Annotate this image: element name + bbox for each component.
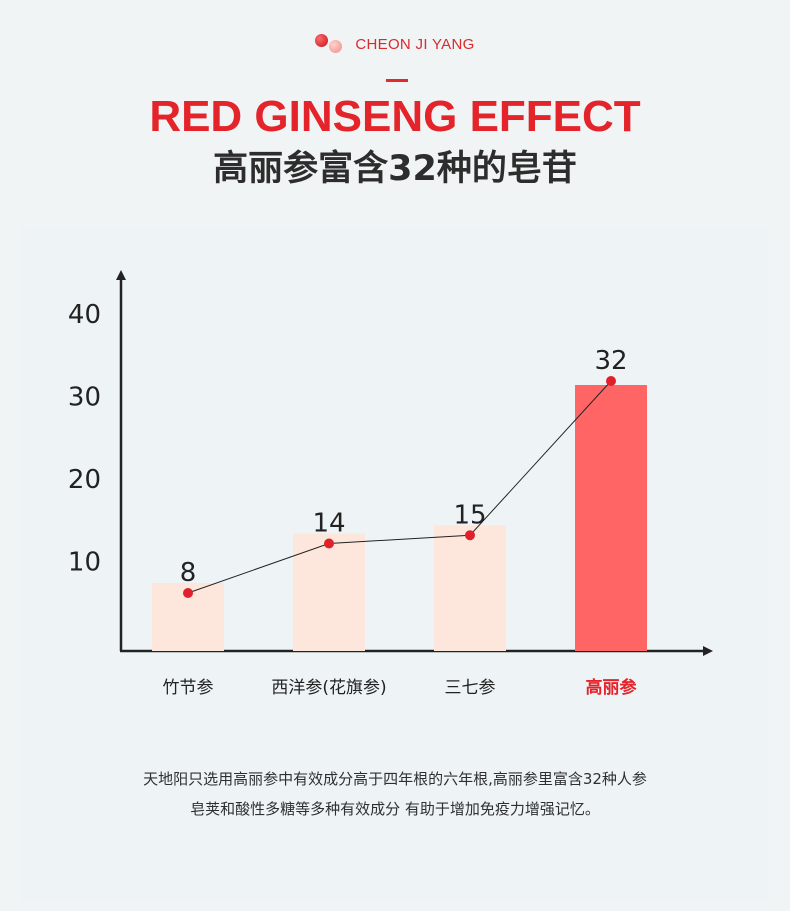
data-label: 15 xyxy=(453,500,486,530)
description-line-2: 皂荚和酸性多糖等多种有效成分 有助于增加免疫力增强记忆。 xyxy=(190,800,600,818)
data-point xyxy=(606,376,616,386)
y-tick-label: 30 xyxy=(68,383,101,413)
bar xyxy=(434,525,506,651)
data-point xyxy=(324,538,334,549)
category-label: 西洋参(花旗参) xyxy=(271,678,386,698)
bar xyxy=(575,385,647,651)
y-tick-label: 10 xyxy=(68,548,101,578)
data-label: 8 xyxy=(180,558,197,588)
title-chinese: 高丽参富含32种的皂苷 xyxy=(213,149,577,189)
data-point xyxy=(183,588,193,598)
brand-header: CHEON JI YANG xyxy=(0,34,790,54)
trend-line xyxy=(187,380,612,594)
bar xyxy=(293,533,365,651)
category-label: 高丽参 xyxy=(586,677,637,698)
brand-name: CHEON JI YANG xyxy=(355,35,475,53)
y-tick-label: 40 xyxy=(68,300,101,330)
category-label: 竹节参 xyxy=(163,678,214,698)
y-tick-label: 20 xyxy=(68,465,101,495)
data-label: 14 xyxy=(312,509,345,539)
data-label: 32 xyxy=(594,346,627,376)
description-line-1: 天地阳只选用高丽参中有效成分高于四年根的六年根,高丽参里富含32种人参 xyxy=(143,770,647,788)
category-label: 三七参 xyxy=(445,678,496,698)
data-point xyxy=(465,530,475,541)
title-divider xyxy=(386,79,408,82)
title-english: RED GINSENG EFFECT xyxy=(149,92,641,141)
brand-logo-icon xyxy=(315,34,345,54)
